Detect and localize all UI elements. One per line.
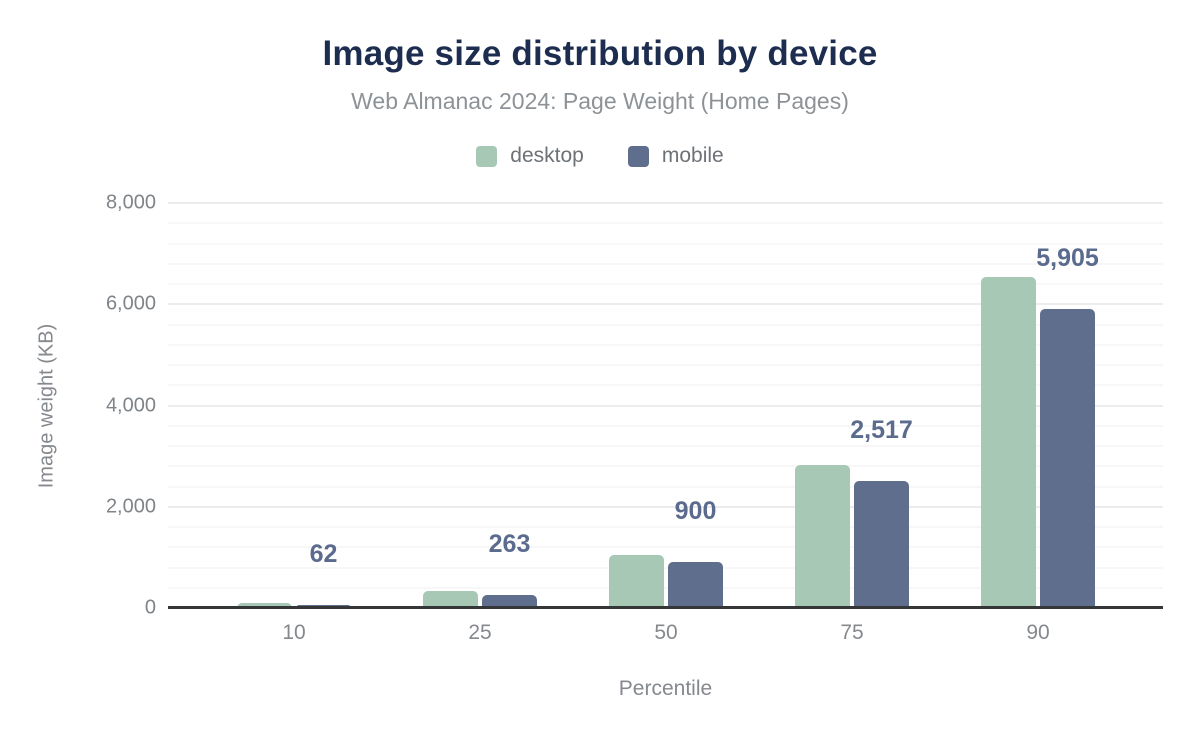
legend-item-desktop[interactable]: desktop (476, 144, 584, 168)
data-label-p90: 5,905 (1036, 244, 1099, 273)
y-tick-8,000: 8,000 (105, 191, 156, 214)
gridline-minor-1600 (168, 526, 1163, 528)
data-label-p75: 2,517 (850, 415, 913, 444)
gridline-minor-2800 (168, 465, 1163, 468)
bar-desktop-p75[interactable] (795, 464, 850, 608)
gridline-minor-3600 (168, 424, 1163, 427)
legend-label-mobile: mobile (661, 144, 724, 167)
gridline-6,000 (168, 303, 1163, 306)
legend: desktop mobile (0, 144, 1200, 168)
y-axis-tick-labels: 0 2,000 4,000 6,000 8,000 (0, 192, 156, 619)
gridline-minor-3200 (168, 445, 1163, 447)
gridline-minor-400 (168, 586, 1163, 589)
x-tick-90: 90 (1026, 621, 1050, 644)
y-tick-4,000: 4,000 (105, 394, 156, 416)
gridline-minor-5200 (168, 343, 1163, 346)
data-label-p50: 900 (674, 497, 717, 526)
gridline-8,000 (168, 202, 1163, 204)
gridline-minor-6400 (168, 283, 1163, 285)
y-tick-0: 0 (144, 596, 156, 619)
x-tick-75: 75 (840, 621, 864, 644)
legend-swatch-mobile (627, 145, 649, 167)
x-axis-tick-labels: 10 25 50 75 90 (168, 621, 1163, 647)
chart-title: Image size distribution by device (322, 34, 878, 73)
data-label-p10: 62 (309, 539, 338, 568)
gridline-minor-800 (168, 566, 1163, 569)
gridline-minor-2400 (168, 485, 1163, 488)
x-axis-title: Percentile (618, 677, 713, 700)
legend-swatch-desktop (476, 145, 498, 167)
gridline-4,000 (168, 404, 1163, 407)
bar-desktop-p50[interactable] (609, 554, 664, 608)
bar-desktop-p10[interactable] (237, 602, 292, 608)
y-tick-6,000: 6,000 (105, 292, 156, 315)
bar-mobile-p50[interactable] (668, 562, 723, 608)
chart-subtitle: Web Almanac 2024: Page Weight (Home Page… (351, 88, 849, 114)
legend-item-mobile[interactable]: mobile (627, 144, 724, 168)
y-tick-2,000: 2,000 (105, 495, 156, 518)
bar-desktop-p25[interactable] (423, 590, 478, 608)
bar-mobile-p75[interactable] (854, 480, 909, 608)
x-tick-50: 50 (654, 621, 678, 644)
gridline-minor-4400 (168, 384, 1163, 387)
x-tick-25: 25 (468, 621, 492, 644)
data-label-p25: 263 (488, 529, 531, 558)
gridline-minor-6800 (168, 262, 1163, 265)
bar-mobile-p90[interactable] (1040, 309, 1095, 608)
bar-desktop-p90[interactable] (981, 277, 1036, 608)
gridline-minor-7600 (168, 222, 1163, 225)
legend-label-desktop: desktop (510, 144, 584, 167)
bar-mobile-p25[interactable] (482, 594, 537, 608)
plot-area: 62 263 900 2,517 5,905 (168, 202, 1163, 608)
gridline-minor-5600 (168, 323, 1163, 326)
gridline-minor-4800 (168, 364, 1163, 366)
gridline-minor-7200 (168, 242, 1163, 245)
x-tick-10: 10 (282, 621, 306, 644)
gridline-minor-1200 (168, 546, 1163, 549)
gridline-2,000 (168, 505, 1163, 508)
x-axis-line (168, 606, 1163, 609)
